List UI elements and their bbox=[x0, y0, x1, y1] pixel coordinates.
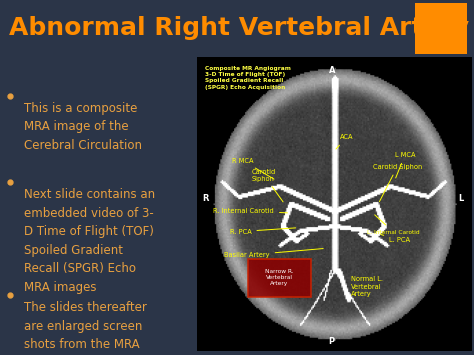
Text: L. Internal Carotid: L. Internal Carotid bbox=[367, 215, 420, 235]
Text: The slides thereafter
are enlarged screen
shots from the MRA
series: The slides thereafter are enlarged scree… bbox=[24, 301, 147, 355]
Text: Abnormal Right Vertebral Artery: Abnormal Right Vertebral Artery bbox=[9, 16, 470, 40]
Text: R. PCA: R. PCA bbox=[230, 228, 296, 235]
FancyBboxPatch shape bbox=[415, 3, 467, 54]
Text: R. Internal Carotid: R. Internal Carotid bbox=[213, 208, 287, 214]
Text: Composite MR Angiogram
3-D Time of Flight (TOF)
Spoiled Gradient Recall
(SPGR) E: Composite MR Angiogram 3-D Time of Fligh… bbox=[205, 66, 291, 90]
FancyBboxPatch shape bbox=[247, 259, 311, 297]
Text: R: R bbox=[202, 194, 209, 203]
Text: L MCA: L MCA bbox=[395, 152, 415, 178]
Text: A: A bbox=[328, 66, 335, 75]
Text: Carotid Siphon: Carotid Siphon bbox=[373, 164, 422, 202]
Text: Narrow R.
Vertebral
Artery: Narrow R. Vertebral Artery bbox=[265, 269, 293, 286]
Text: Normal L.
Vertebral
Artery: Normal L. Vertebral Artery bbox=[351, 276, 383, 297]
Text: Next slide contains an
embedded video of 3-
D Time of Flight (TOF)
Spoiled Gradi: Next slide contains an embedded video of… bbox=[24, 188, 155, 294]
Text: L: L bbox=[458, 194, 463, 203]
Text: R MCA: R MCA bbox=[232, 158, 274, 179]
Text: L. PCA: L. PCA bbox=[381, 234, 410, 244]
Text: This is a composite
MRA image of the
Cerebral Circulation: This is a composite MRA image of the Cer… bbox=[24, 102, 142, 152]
Text: Basilar Artery: Basilar Artery bbox=[224, 248, 323, 258]
Text: Carotid
Siphon: Carotid Siphon bbox=[252, 169, 283, 202]
Text: ACA: ACA bbox=[336, 134, 353, 149]
Text: P: P bbox=[328, 337, 335, 345]
